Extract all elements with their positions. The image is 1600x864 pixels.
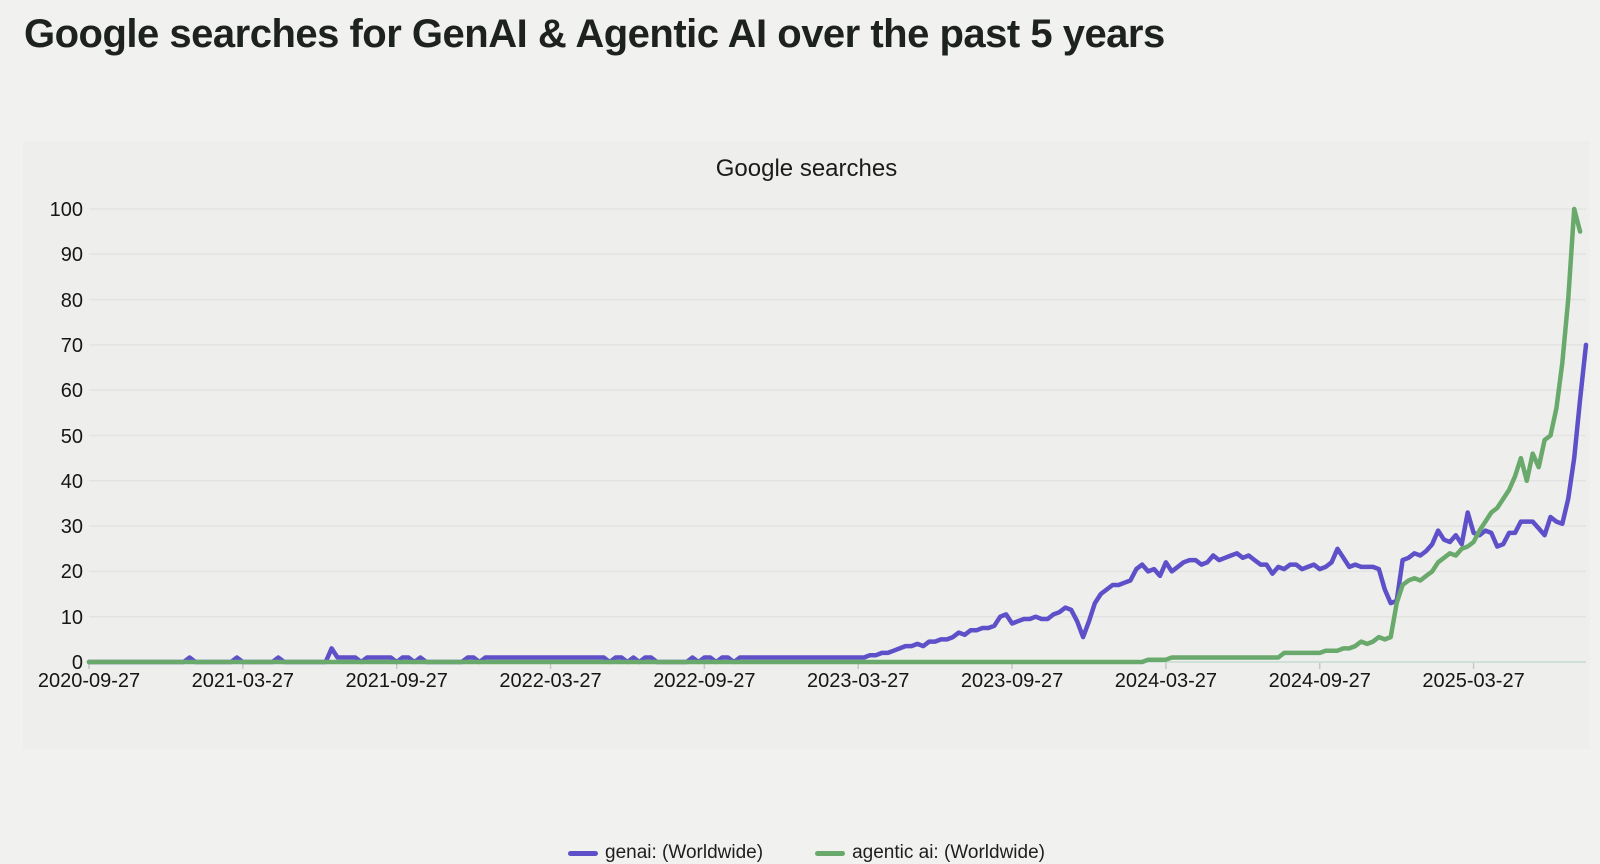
x-axis-tick-label: 2024-03-27 <box>1114 670 1218 692</box>
legend-label-genai: genai: (Worldwide) <box>605 842 764 863</box>
y-axis-tick-label: 80 <box>60 289 83 312</box>
y-axis-tick-label: 30 <box>60 516 83 539</box>
y-axis-tick-label: 10 <box>60 606 83 629</box>
x-axis-tick-label: 2022-03-27 <box>499 670 602 692</box>
x-axis-tick-label: 2024-09-27 <box>1268 670 1371 692</box>
x-axis-tick-label: 2023-03-27 <box>807 670 910 692</box>
y-axis-tick-label: 70 <box>60 334 83 357</box>
x-axis-tick-label: 2020-09-27 <box>37 670 141 692</box>
agentic-line-swatch <box>815 850 846 856</box>
y-axis-tick-label: 60 <box>60 380 83 403</box>
y-axis-tick-label: 50 <box>60 425 83 448</box>
y-axis-tick-label: 100 <box>49 199 83 221</box>
trends-page: { "page_title": "Google searches for Gen… <box>23 12 1590 863</box>
x-axis-tick-label: 2021-03-27 <box>191 670 294 692</box>
chart-title: Google searches <box>715 155 898 182</box>
legend-item-agentic: agentic ai: (Worldwide) <box>815 842 1045 864</box>
x-axis-tick-label: 2025-03-27 <box>1422 670 1525 692</box>
page-title: Google searches for GenAI & Agentic AI o… <box>24 12 1165 56</box>
y-axis-tick-label: 40 <box>60 470 83 493</box>
x-axis-tick-label: 2023-09-27 <box>960 670 1064 692</box>
y-axis-tick-label: 20 <box>60 561 83 584</box>
legend-item-genai: genai: (Worldwide) <box>568 842 763 864</box>
chart-panel: Google searches genai: (Worldwide) agent… <box>23 141 1590 863</box>
chart-legend: genai: (Worldwide) agentic ai: (Worldwid… <box>23 842 1590 864</box>
genai-line-swatch <box>568 850 599 856</box>
y-axis-tick-label: 0 <box>71 652 83 674</box>
legend-label-agentic: agentic ai: (Worldwide) <box>852 842 1045 863</box>
y-axis-tick-label: 90 <box>60 244 83 267</box>
x-axis-tick-label: 2022-09-27 <box>653 670 756 692</box>
x-axis-tick-label: 2021-09-27 <box>345 670 448 692</box>
